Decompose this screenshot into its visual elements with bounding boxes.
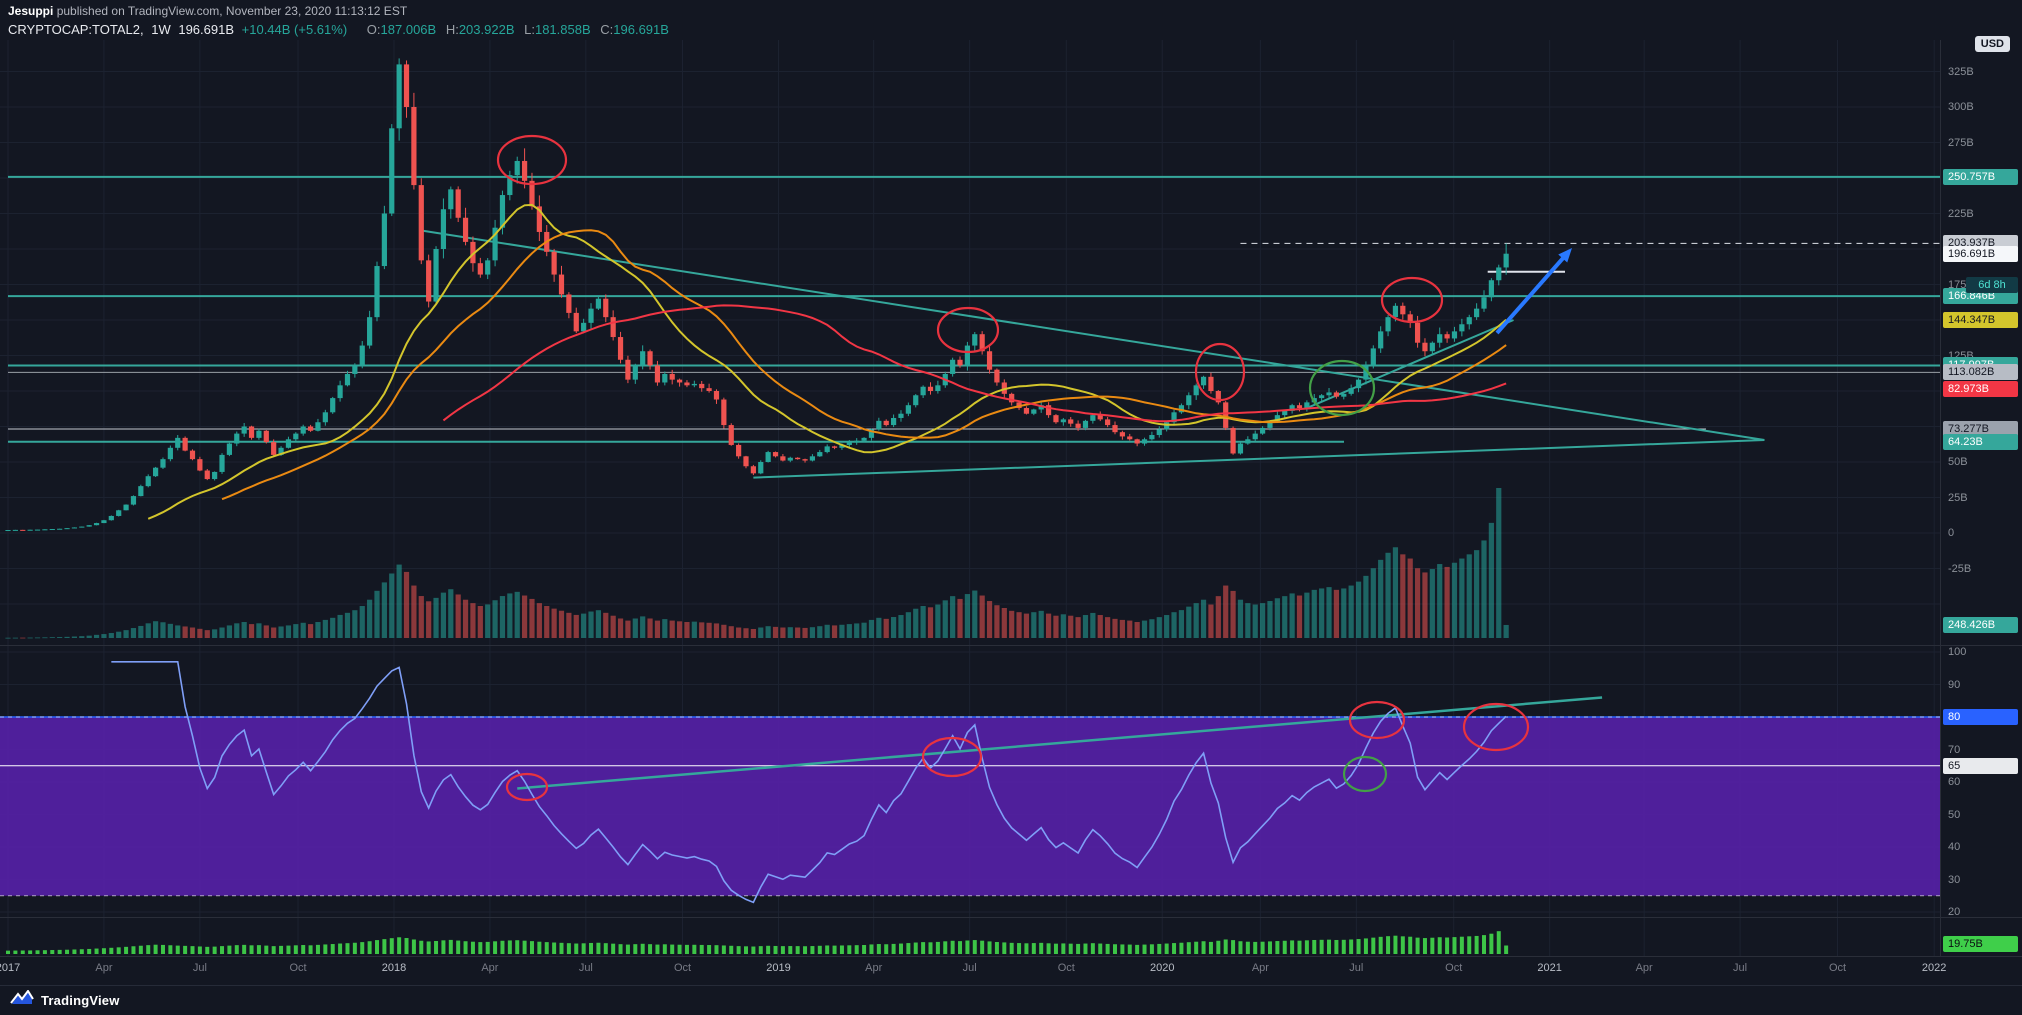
rsi-axis-label: 100 (1948, 646, 1967, 658)
price-axis-badge: 73.277B (1943, 420, 2018, 437)
up-arrow (1495, 254, 1567, 335)
ma-slow (442, 304, 1507, 423)
time-axis-label: Jul (962, 962, 977, 974)
time-axis-label: Apr (481, 962, 499, 974)
symbol-change: +10.44B (+5.61%) (241, 22, 348, 37)
time-axis-label: 2022 (1921, 962, 1947, 974)
time-axis-label: Apr (1635, 962, 1653, 974)
time-axis-label: 2020 (1149, 962, 1175, 974)
time-axis-label: Jul (578, 962, 593, 974)
close-label: C: (600, 22, 614, 37)
short-ascending-support (1306, 319, 1514, 409)
rsi-line (111, 660, 1507, 904)
rsi-axis-label: 70 (1948, 743, 1961, 756)
high-label: H: (445, 22, 459, 37)
tradingview-logo-icon[interactable] (10, 988, 34, 1012)
time-axis-label: Oct (1445, 962, 1463, 974)
time-axis-label: 2019 (766, 962, 791, 974)
time-axis-label: Apr (1251, 962, 1269, 974)
price-axis-label: 0 (1948, 527, 1955, 539)
currency-button[interactable]: USD (1974, 36, 2010, 52)
symbol-last-price: 196.691B (178, 22, 235, 37)
symbol-line: CRYPTOCAP:TOTAL2, 1W 196.691B +10.44B (+… (8, 22, 669, 37)
annotation-ellipse (936, 306, 1000, 354)
time-axis-label: Oct (1057, 962, 1075, 974)
annotation-ellipse (1342, 755, 1388, 793)
time-axis-label: 2017 (0, 962, 21, 974)
annotation-ellipse (1308, 359, 1376, 417)
price-axis-label: 50B (1948, 456, 1968, 468)
price-axis-label: 25B (1948, 491, 1968, 504)
ascending-support (753, 438, 1765, 479)
annotation-ellipse (1194, 342, 1246, 402)
annotation-ellipse (1462, 702, 1530, 752)
drawn-levels[interactable] (8, 175, 1940, 479)
rsi-axis-label: 40 (1948, 841, 1961, 853)
volume-histogram (5, 488, 1509, 639)
price-axis-badge: 250.757B (1943, 168, 2018, 185)
time-axis-label: Jul (192, 962, 207, 974)
price-axis-badge: 82.973B (1943, 381, 2018, 398)
rsi-axis-badge: 80 (1943, 709, 2018, 725)
published-info: published on TradingView.com, November 2… (56, 4, 408, 18)
price-axis-label: 325B (1948, 65, 1974, 78)
price-axis-badge: 144.347B (1943, 311, 2018, 328)
publish-line: Jesuppi published on TradingView.com, No… (8, 4, 669, 18)
candles (5, 58, 1509, 532)
rsi-axis-label: 50 (1948, 808, 1961, 821)
time-axis-label: 2021 (1537, 962, 1562, 974)
open-value: 187.006B (380, 22, 437, 37)
open-label: O: (366, 22, 381, 37)
low-label: L: (524, 22, 535, 37)
close-value: 196.691B (613, 22, 669, 37)
price-axis-label: 225B (1948, 207, 1974, 220)
price-axis-badge: 64.23B (1943, 433, 2018, 450)
price-axis-badge: 113.082B (1943, 364, 2018, 381)
annotation-ellipse (921, 736, 983, 778)
annotation-ellipse (505, 772, 549, 802)
price-axis-badge: 248.426B (1943, 616, 2018, 633)
time-axis-label: Jul (1349, 962, 1364, 974)
tradingview-brand[interactable]: TradingView (41, 993, 120, 1008)
footer-bar: TradingView (0, 985, 2022, 1015)
price-axis-badge: 196.691B (1943, 245, 2018, 262)
annotation-ellipse (496, 134, 568, 186)
time-axis-label: 2018 (381, 962, 407, 974)
rsi-pane (0, 660, 1940, 904)
time-axis-label: Oct (1828, 962, 1847, 974)
time-axis-label: Jul (1733, 962, 1748, 974)
time-axis-label: Apr (95, 962, 113, 974)
price-axis-label: -25B (1948, 562, 1972, 575)
moving-averages (147, 203, 1507, 520)
price-axis-label: 300B (1948, 101, 1974, 113)
annotation-ellipse (1348, 700, 1406, 740)
mini-indicator-badge: 19.75B (1943, 936, 2018, 952)
time-axis-label: Oct (289, 962, 307, 974)
mini-histogram (6, 931, 1509, 954)
symbol-interval: 1W (151, 22, 171, 37)
high-value: 203.922B (458, 22, 515, 37)
symbol-title: CRYPTOCAP:TOTAL2, (8, 22, 144, 37)
annotations[interactable] (496, 134, 1572, 802)
rsi-axis-badge: 65 (1943, 757, 2018, 774)
rsi-axis-label: 20 (1948, 906, 1961, 918)
time-axis-label: Oct (673, 962, 692, 974)
low-value: 181.858B (534, 22, 591, 37)
annotation-ellipse (1380, 276, 1444, 324)
price-axis-label: 275B (1948, 136, 1974, 149)
descending-resistance (421, 229, 1765, 441)
publisher-name: Jesuppi (8, 4, 54, 18)
bar-countdown-badge: 6d 8h (1966, 276, 2018, 293)
time-axis-label: Apr (865, 962, 883, 974)
chart-header: Jesuppi published on TradingView.com, No… (8, 4, 669, 37)
ma-fast (147, 203, 1507, 520)
ma-mid (221, 229, 1507, 501)
rsi-axis-label: 60 (1948, 776, 1961, 788)
rsi-axis-label: 30 (1948, 873, 1961, 886)
rsi-axis-label: 90 (1948, 678, 1961, 691)
